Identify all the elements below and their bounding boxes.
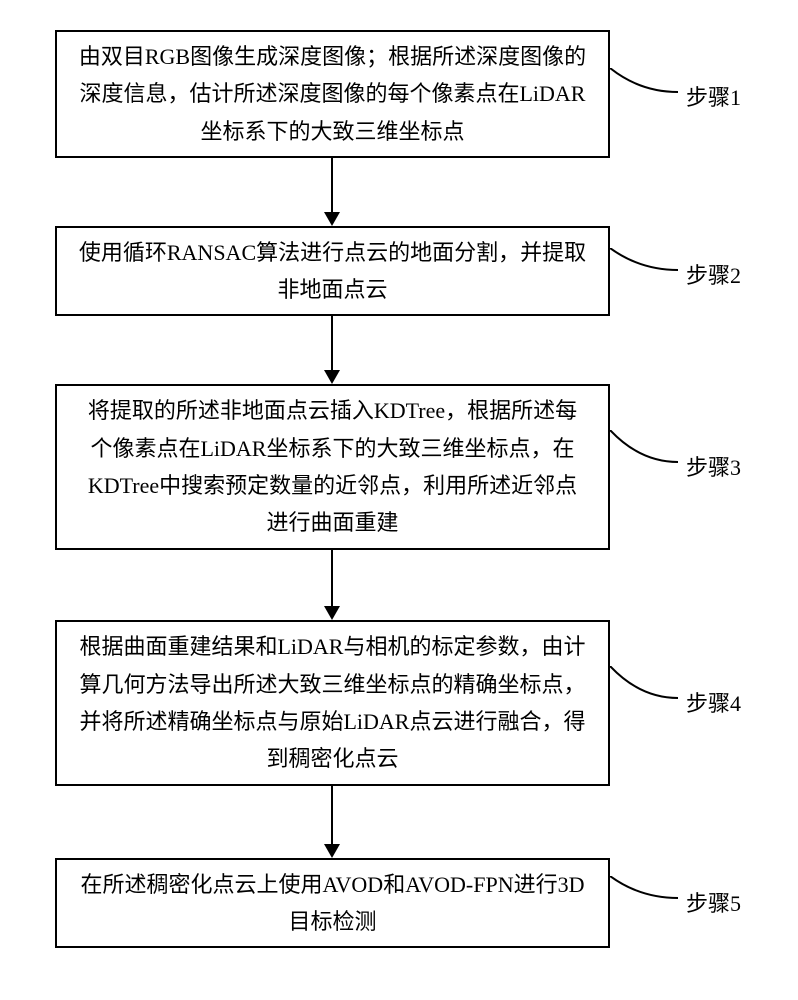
step-label-2: 步骤2 bbox=[686, 258, 741, 290]
connector-5 bbox=[610, 876, 680, 904]
step-label-5: 步骤5 bbox=[686, 886, 741, 918]
arrow-line-3 bbox=[331, 550, 333, 608]
step-box-2: 使用循环RANSAC算法进行点云的地面分割，并提取非地面点云 bbox=[55, 226, 610, 316]
step-text-3: 将提取的所述非地面点云插入KDTree，根据所述每个像素点在LiDAR坐标系下的… bbox=[77, 392, 588, 542]
step-label-4: 步骤4 bbox=[686, 686, 741, 718]
arrow-head-4 bbox=[324, 844, 340, 858]
step-text-5: 在所述稠密化点云上使用AVOD和AVOD-FPN进行3D目标检测 bbox=[77, 866, 588, 941]
arrow-head-3 bbox=[324, 606, 340, 620]
step-label-3: 步骤3 bbox=[686, 450, 741, 482]
arrow-head-2 bbox=[324, 370, 340, 384]
step-box-4: 根据曲面重建结果和LiDAR与相机的标定参数，由计算几何方法导出所述大致三维坐标… bbox=[55, 620, 610, 786]
connector-2 bbox=[610, 248, 680, 276]
arrow-line-4 bbox=[331, 786, 333, 846]
step-text-4: 根据曲面重建结果和LiDAR与相机的标定参数，由计算几何方法导出所述大致三维坐标… bbox=[77, 628, 588, 778]
step-text-1: 由双目RGB图像生成深度图像；根据所述深度图像的深度信息，估计所述深度图像的每个… bbox=[77, 38, 588, 150]
step-box-5: 在所述稠密化点云上使用AVOD和AVOD-FPN进行3D目标检测 bbox=[55, 858, 610, 948]
arrow-line-2 bbox=[331, 316, 333, 372]
step-label-1: 步骤1 bbox=[686, 80, 741, 112]
connector-4 bbox=[610, 666, 680, 702]
connector-3 bbox=[610, 430, 680, 466]
arrow-line-1 bbox=[331, 158, 333, 214]
arrow-head-1 bbox=[324, 212, 340, 226]
flowchart-container: 由双目RGB图像生成深度图像；根据所述深度图像的深度信息，估计所述深度图像的每个… bbox=[0, 0, 798, 1000]
step-box-1: 由双目RGB图像生成深度图像；根据所述深度图像的深度信息，估计所述深度图像的每个… bbox=[55, 30, 610, 158]
step-text-2: 使用循环RANSAC算法进行点云的地面分割，并提取非地面点云 bbox=[77, 234, 588, 309]
step-box-3: 将提取的所述非地面点云插入KDTree，根据所述每个像素点在LiDAR坐标系下的… bbox=[55, 384, 610, 550]
connector-1 bbox=[610, 68, 680, 98]
